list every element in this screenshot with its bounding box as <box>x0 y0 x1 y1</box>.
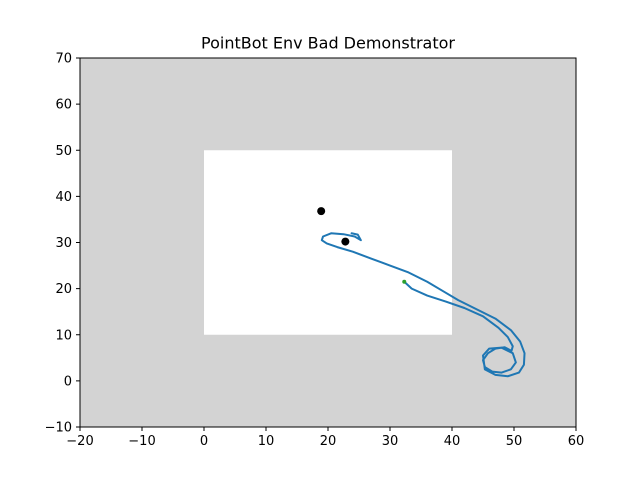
y-tick-label: 50 <box>55 144 72 159</box>
x-tick-label: 20 <box>320 434 337 449</box>
y-axis: −10 0 10 20 30 40 50 60 70 <box>45 52 80 436</box>
y-tick-label: −10 <box>45 421 72 436</box>
x-tick-label: 60 <box>568 434 585 449</box>
y-tick-label: 60 <box>55 98 72 113</box>
y-tick-label: 70 <box>55 52 72 67</box>
trajectory-line-0 <box>320 232 526 378</box>
free-region <box>204 150 452 335</box>
x-tick-label: −10 <box>128 434 155 449</box>
x-tick-label: 0 <box>200 434 208 449</box>
x-tick-label: 50 <box>506 434 523 449</box>
x-axis: −20 −10 0 10 20 30 40 50 60 <box>66 427 584 449</box>
goal-point-1 <box>341 237 350 246</box>
x-tick-label: 10 <box>258 434 275 449</box>
plot-area <box>79 57 577 428</box>
y-tick-label: 0 <box>64 374 72 389</box>
y-tick-label: 30 <box>55 236 72 251</box>
y-tick-label: 20 <box>55 282 72 297</box>
goal-point-0 <box>317 207 326 216</box>
y-tick-label: 10 <box>55 328 72 343</box>
x-tick-label: −20 <box>66 434 93 449</box>
x-tick-label: 40 <box>444 434 461 449</box>
x-tick-label: 30 <box>382 434 399 449</box>
chart-title: PointBot Env Bad Demonstrator <box>201 34 455 53</box>
y-tick-label: 40 <box>55 190 72 205</box>
start-point <box>402 279 407 284</box>
